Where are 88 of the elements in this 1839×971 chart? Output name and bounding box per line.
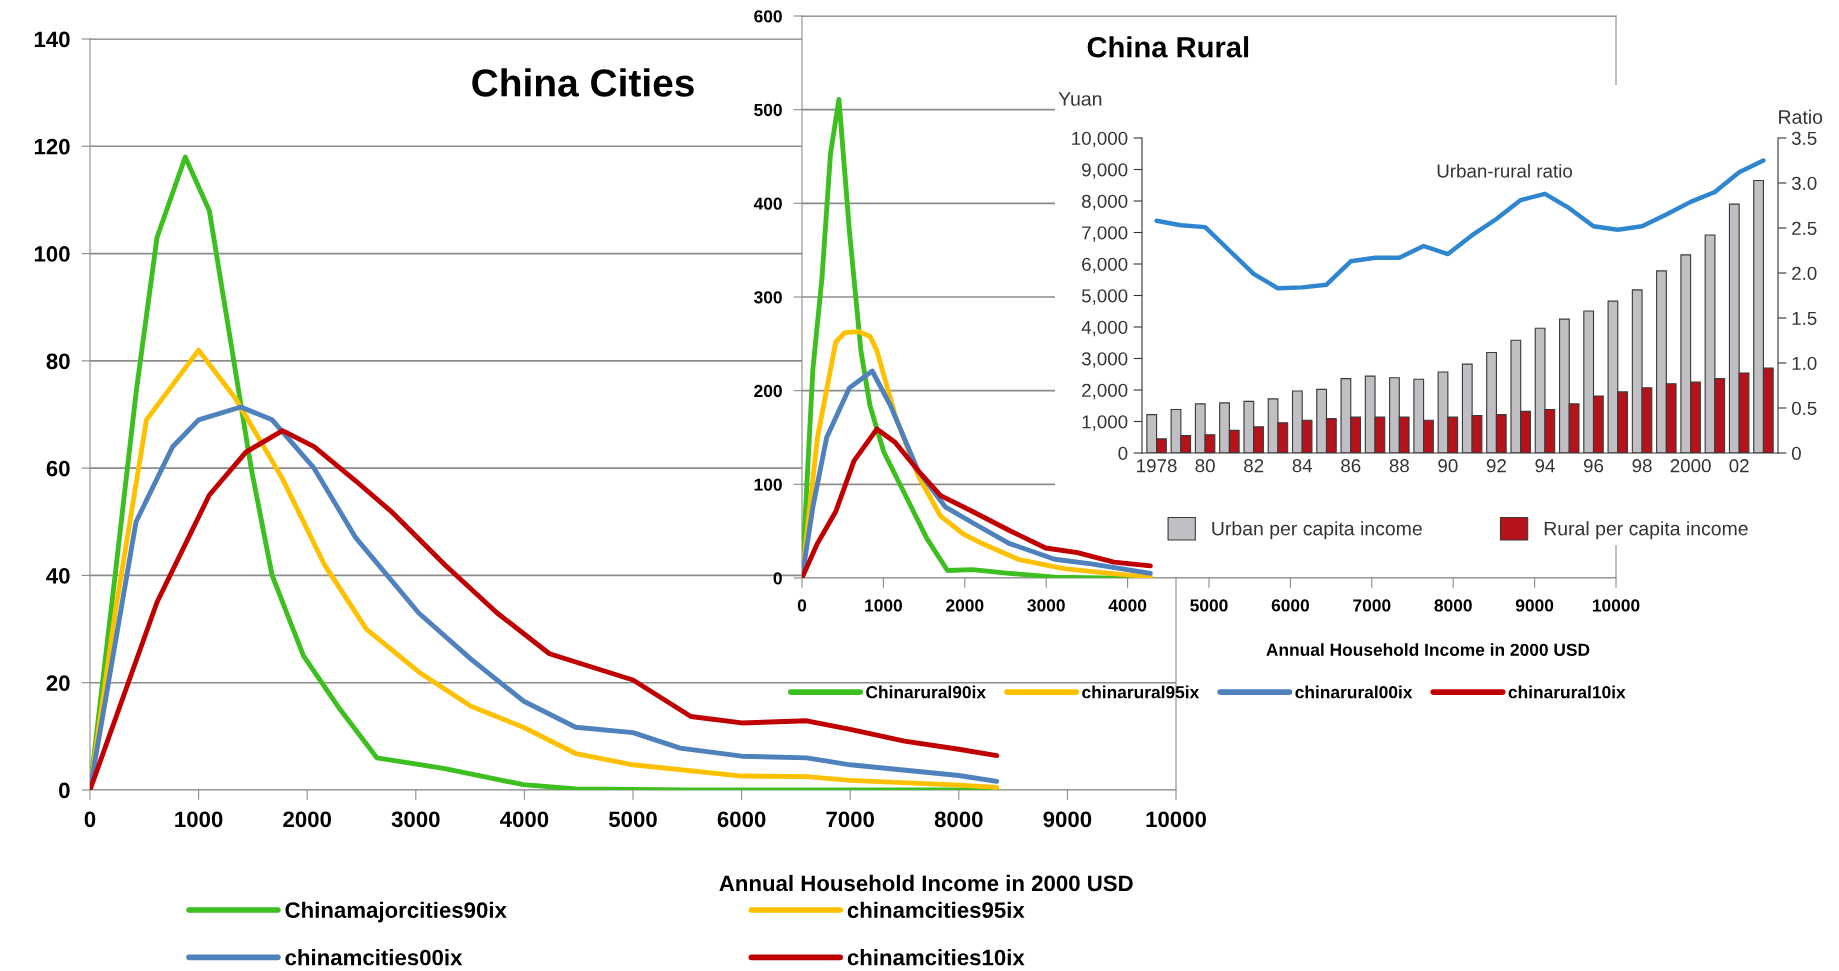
y-tick-label: 1,000 bbox=[1082, 415, 1128, 431]
y-tick-label: 5,000 bbox=[1081, 289, 1128, 305]
y-tick-label: 2,000 bbox=[1082, 383, 1128, 400]
x-tick-label: 3000 bbox=[391, 811, 440, 828]
y-tick-label: 0 bbox=[773, 572, 782, 585]
x-tick-label: 98 bbox=[1632, 459, 1652, 473]
x-tick-label: 80 bbox=[1195, 459, 1215, 473]
text: China Rural bbox=[1087, 36, 1249, 58]
x-axis-title: Annual Household Income in 2000 USD bbox=[719, 874, 1133, 892]
legend-label: chinamcities00ix bbox=[285, 949, 463, 966]
y-tick-label: 9,000 bbox=[1082, 163, 1128, 179]
legend-label: Chinamajorcities90ix bbox=[285, 901, 507, 923]
y-tick-label: 80 bbox=[46, 353, 70, 370]
y-tick-label: 100 bbox=[34, 246, 70, 262]
y2-tick-label: 3.0 bbox=[1791, 176, 1817, 190]
y2-tick-label: 1.0 bbox=[1792, 356, 1817, 370]
x-tick-label: 2000 bbox=[1670, 459, 1711, 473]
y-tick-label: 400 bbox=[753, 197, 782, 210]
y-tick-label: 500 bbox=[754, 103, 782, 117]
y-tick-label: 200 bbox=[754, 384, 782, 398]
x-tick-label: 94 bbox=[1535, 459, 1555, 473]
x-tick-label: 9000 bbox=[1515, 599, 1554, 612]
line-series bbox=[1154, 158, 1766, 291]
x-axis-title: Annual Household Income in 2000 USD bbox=[1266, 643, 1590, 656]
y-axis-title: Yuan bbox=[1058, 92, 1102, 106]
x-tick-label: 4000 bbox=[1108, 599, 1147, 612]
y-tick-label: 6,000 bbox=[1082, 257, 1128, 274]
x-tick-label: 1000 bbox=[865, 599, 902, 612]
x-tick-label: 3000 bbox=[1027, 599, 1065, 612]
y2-tick-label: 2.0 bbox=[1792, 266, 1817, 280]
y2-tick-label: 1.5 bbox=[1792, 311, 1817, 325]
x-tick-label: 1000 bbox=[175, 811, 223, 828]
x-tick-label: 8000 bbox=[934, 811, 983, 828]
y2-tick-label: 2.5 bbox=[1792, 221, 1817, 235]
x-tick-label: 9000 bbox=[1043, 811, 1092, 828]
legend-label: chinarural95ix bbox=[1082, 685, 1200, 699]
x-tick-label: 96 bbox=[1583, 459, 1604, 473]
legend-label: chinamcities95ix bbox=[847, 901, 1025, 918]
y2-tick-label: 0 bbox=[1791, 446, 1801, 460]
y-tick-label: 3,000 bbox=[1081, 352, 1128, 368]
x-tick-label: 5000 bbox=[1190, 599, 1228, 612]
legend-label: Chinarural90ix bbox=[866, 685, 986, 699]
x-tick-label: 2000 bbox=[946, 599, 984, 612]
y-tick-label: 60 bbox=[46, 460, 70, 477]
x-tick-label: 8000 bbox=[1434, 599, 1472, 612]
y-tick-label: 40 bbox=[46, 567, 70, 584]
x-tick-label: 6000 bbox=[1271, 599, 1309, 612]
y2-tick-label: 3.5 bbox=[1791, 131, 1817, 145]
y-tick-label: 0 bbox=[59, 782, 70, 799]
y-tick-label: 10,000 bbox=[1072, 131, 1128, 148]
x-tick-label: 92 bbox=[1486, 459, 1506, 473]
y-tick-label: 7,000 bbox=[1082, 226, 1128, 242]
y2-tick-label: 0.5 bbox=[1791, 401, 1817, 415]
legend-label: chinarural00ix bbox=[1295, 685, 1413, 699]
x-tick-label: 7000 bbox=[1353, 599, 1391, 612]
y-tick-label: 140 bbox=[34, 31, 70, 48]
y-tick-label: 4,000 bbox=[1081, 320, 1128, 337]
line-series bbox=[90, 154, 1000, 790]
x-tick-label: 10000 bbox=[1592, 599, 1640, 612]
y-tick-label: 600 bbox=[754, 10, 782, 23]
x-tick-label: 82 bbox=[1244, 459, 1264, 473]
x-tick-label: 88 bbox=[1389, 459, 1409, 473]
x-tick-label: 7000 bbox=[826, 811, 875, 828]
x-tick-label: 0 bbox=[84, 811, 96, 828]
y-tick-label: 20 bbox=[46, 675, 70, 691]
x-tick-label: 86 bbox=[1341, 459, 1361, 473]
x-tick-label: 90 bbox=[1438, 459, 1458, 473]
x-tick-label: 1978 bbox=[1137, 459, 1177, 473]
y2-axis-title: Ratio bbox=[1779, 109, 1823, 124]
y-tick-label: 120 bbox=[34, 138, 70, 155]
x-tick-label: 4000 bbox=[500, 811, 549, 828]
x-tick-label: 2000 bbox=[283, 811, 332, 828]
x-tick-label: 0 bbox=[797, 599, 807, 612]
y-tick-label: 8,000 bbox=[1082, 194, 1128, 211]
series-label: Urban-rural ratio bbox=[1437, 163, 1572, 178]
legend-label: Urban per capita income bbox=[1212, 521, 1422, 540]
y-tick-label: 0 bbox=[1118, 446, 1128, 460]
x-tick-label: 10000 bbox=[1146, 811, 1206, 828]
legend-label: Rural per capita income bbox=[1544, 521, 1748, 540]
x-tick-label: 6000 bbox=[717, 811, 766, 828]
legend-label: chinarural10ix bbox=[1508, 685, 1626, 699]
y-tick-label: 300 bbox=[753, 291, 782, 304]
y-tick-label: 100 bbox=[754, 478, 782, 491]
x-tick-label: 02 bbox=[1729, 459, 1749, 473]
x-tick-label: 5000 bbox=[608, 811, 657, 828]
x-tick-label: 84 bbox=[1292, 459, 1313, 473]
legend-label: chinamcities10ix bbox=[847, 949, 1025, 966]
text: China Cities bbox=[472, 68, 694, 97]
